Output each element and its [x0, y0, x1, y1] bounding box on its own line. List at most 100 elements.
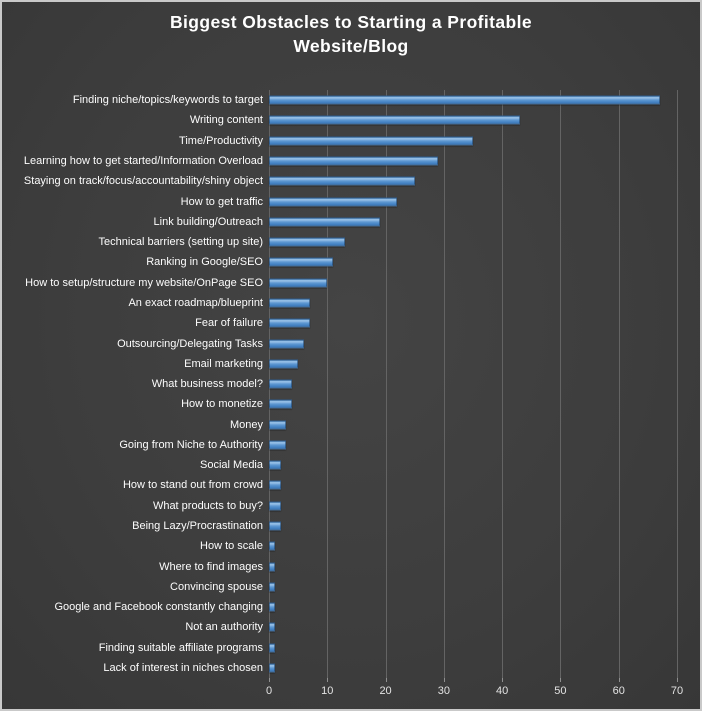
- bar: [269, 440, 287, 450]
- chart-row: Going from Niche to Authority: [119, 435, 677, 455]
- axis-tick: [269, 678, 270, 682]
- bar: [269, 379, 293, 389]
- bar: [269, 562, 275, 572]
- category-label: Going from Niche to Authority: [119, 438, 263, 451]
- x-axis-tick-label: 0: [265, 685, 273, 697]
- bar: [269, 582, 275, 592]
- bar: [269, 521, 281, 531]
- chart-row: How to setup/structure my website/OnPage…: [25, 273, 677, 293]
- axis-tick: [677, 678, 678, 682]
- chart-row: How to monetize: [181, 394, 677, 414]
- bar: [269, 257, 334, 267]
- category-label: Not an authority: [185, 621, 263, 634]
- chart-row: Link building/Outreach: [154, 212, 677, 232]
- x-axis-tick-label: 50: [554, 685, 567, 697]
- axis-tick: [385, 678, 387, 682]
- chart-rows: Finding niche/topics/keywords to target W…: [24, 90, 677, 678]
- bar: [269, 460, 281, 470]
- chart-row: How to get traffic: [181, 191, 677, 211]
- category-label: How to scale: [200, 540, 263, 553]
- category-label: Technical barriers (setting up site): [98, 236, 263, 249]
- bar: [269, 602, 275, 612]
- category-label: Lack of interest in niches chosen: [103, 662, 263, 675]
- bar: [269, 501, 281, 511]
- bar: [269, 95, 660, 105]
- chart-row: How to stand out from crowd: [123, 475, 677, 495]
- category-label: Time/Productivity: [179, 134, 263, 147]
- category-label: Finding niche/topics/keywords to target: [72, 94, 263, 107]
- chart-row: Ranking in Google/SEO: [146, 252, 677, 272]
- chart-row: How to scale: [200, 536, 677, 556]
- bar: [269, 237, 345, 247]
- category-label: Finding suitable affiliate programs: [98, 641, 263, 654]
- chart-row: Finding niche/topics/keywords to target: [73, 90, 677, 110]
- x-axis: 0 10 20 30 40 50 60 70: [265, 678, 683, 704]
- gridline: [560, 90, 562, 678]
- gridline: [327, 90, 329, 678]
- chart-row: Outsourcing/Delegating Tasks: [117, 333, 677, 353]
- category-label: An exact roadmap/blueprint: [128, 296, 263, 309]
- category-label: Being Lazy/Procrastination: [132, 520, 263, 533]
- chart-row: Convincing spouse: [170, 577, 677, 597]
- category-label: Learning how to get started/Information …: [23, 154, 263, 167]
- chart-row: Fear of failure: [195, 313, 677, 333]
- bar: [269, 399, 293, 409]
- category-label: Link building/Outreach: [153, 215, 263, 228]
- gridline: [618, 90, 620, 678]
- bar: [269, 136, 473, 146]
- bar: [269, 643, 275, 653]
- x-axis-tick-label: 30: [437, 685, 450, 697]
- chart-title-text: Biggest Obstacles to Starting a Profitab…: [169, 12, 532, 56]
- category-label: Convincing spouse: [170, 580, 263, 593]
- chart-row: Where to find images: [159, 556, 677, 576]
- category-label: Money: [229, 418, 263, 431]
- bar: [269, 197, 398, 207]
- bar: [269, 278, 328, 288]
- axis-tick: [327, 678, 329, 682]
- chart-row: Staying on track/focus/accountability/sh…: [24, 171, 677, 191]
- bar: [269, 541, 275, 551]
- chart-row: Being Lazy/Procrastination: [132, 516, 677, 536]
- category-label: Fear of failure: [195, 317, 263, 330]
- gridline: [385, 90, 387, 678]
- bar: [269, 339, 304, 349]
- chart-row: An exact roadmap/blueprint: [128, 293, 677, 313]
- category-label: Staying on track/focus/accountability/sh…: [23, 175, 263, 188]
- chart-row: Google and Facebook constantly changing: [54, 597, 677, 617]
- chart-row: What products to buy?: [153, 496, 677, 516]
- category-label: How to setup/structure my website/OnPage…: [25, 276, 263, 289]
- category-label: Outsourcing/Delegating Tasks: [117, 337, 263, 350]
- category-label: Social Media: [200, 459, 263, 472]
- chart-title: Biggest Obstacles to Starting a Profitab…: [2, 10, 700, 58]
- chart-row: Writing content: [190, 110, 677, 130]
- bar: [269, 176, 415, 186]
- gridline: [502, 90, 504, 678]
- category-label: How to monetize: [181, 398, 263, 411]
- bar: [269, 359, 299, 369]
- bar: [269, 298, 310, 308]
- category-label: What products to buy?: [152, 499, 263, 512]
- chart-row: Not an authority: [185, 617, 677, 637]
- chart-row: Money: [230, 415, 677, 435]
- x-axis-tick-label: 70: [670, 685, 684, 697]
- chart-row: Learning how to get started/Information …: [24, 151, 677, 171]
- chart-row: Technical barriers (setting up site): [99, 232, 677, 252]
- x-axis-tick-label: 40: [496, 685, 509, 697]
- category-label: Ranking in Google/SEO: [146, 256, 263, 269]
- category-label: Where to find images: [159, 560, 263, 573]
- gridline: [443, 90, 445, 678]
- gridline: [677, 90, 678, 678]
- chart-row: What business model?: [152, 374, 677, 394]
- bar: [269, 420, 287, 430]
- plot-area: Finding niche/topics/keywords to target W…: [24, 90, 683, 697]
- chart-row: Lack of interest in niches chosen: [103, 658, 677, 678]
- category-label: How to get traffic: [180, 195, 263, 208]
- bar: [269, 156, 439, 166]
- x-axis-tick-label: 10: [321, 685, 334, 697]
- axis-tick: [618, 678, 620, 682]
- category-label: How to stand out from crowd: [122, 479, 263, 492]
- chart-row: Time/Productivity: [179, 131, 677, 151]
- bar: [269, 663, 275, 673]
- axis-tick: [560, 678, 562, 682]
